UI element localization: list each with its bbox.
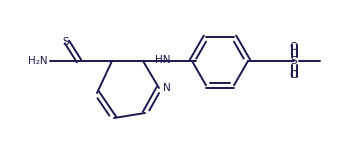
Text: S: S (63, 37, 69, 47)
Text: S: S (291, 56, 297, 66)
Text: O: O (290, 42, 298, 52)
Text: HN: HN (155, 55, 171, 65)
Text: N: N (163, 83, 171, 93)
Text: O: O (290, 70, 298, 80)
Text: H₂N: H₂N (28, 56, 48, 66)
